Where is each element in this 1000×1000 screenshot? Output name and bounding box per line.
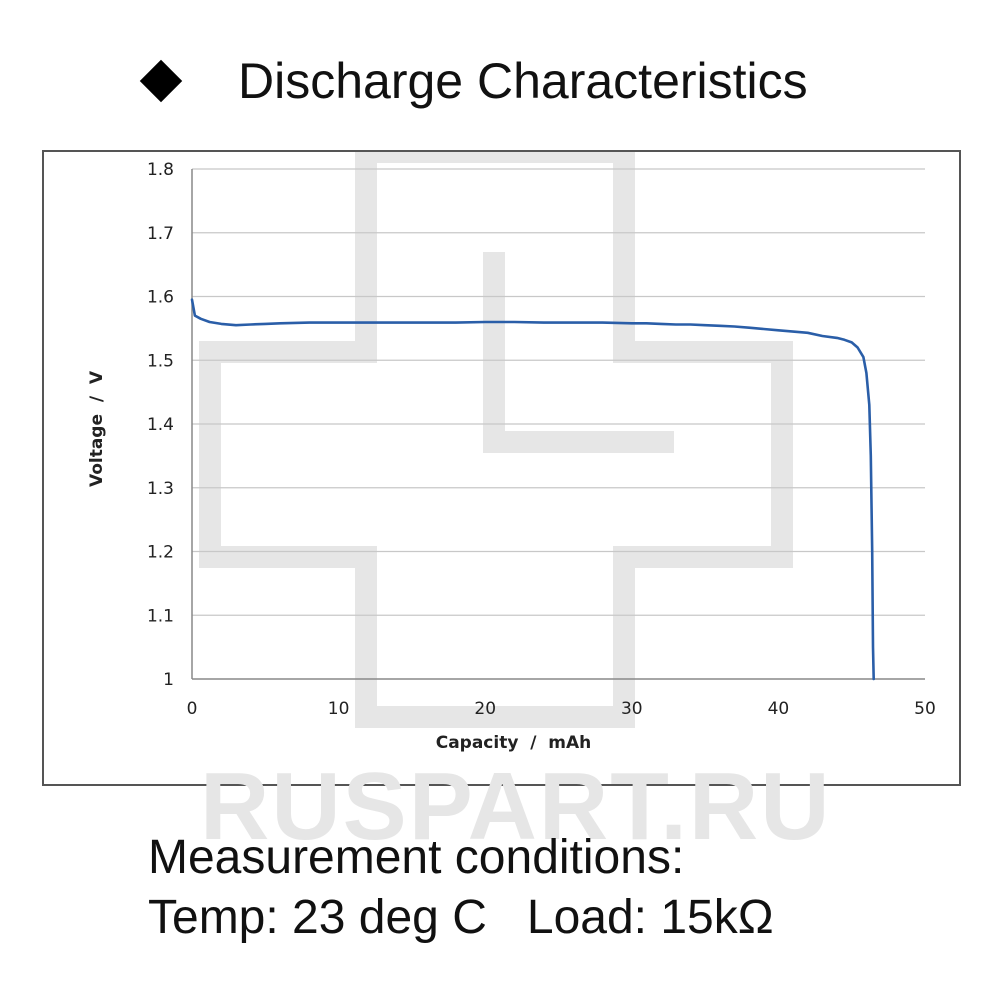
x-tick-label: 0 bbox=[187, 699, 198, 719]
x-tick-label: 30 bbox=[621, 699, 643, 719]
watermark-cross-inner bbox=[483, 252, 674, 453]
x-axis-title: Capacity / mAh bbox=[436, 733, 592, 753]
conditions-heading: Measurement conditions: bbox=[148, 831, 685, 884]
chart-frame: 1 1.1 1.2 1.3 1.4 1.5 1.6 1.7 1.8 0 10 20 30 40 50 Capa… bbox=[42, 150, 961, 786]
discharge-curve bbox=[190, 298, 875, 681]
chart-heading: Discharge Characteristics bbox=[238, 53, 808, 109]
x-tick-label: 40 bbox=[768, 699, 790, 719]
heading: Discharge Characteristics bbox=[138, 46, 808, 116]
y-axis-title: Voltage / V bbox=[87, 370, 107, 487]
diamond-bullet-icon bbox=[139, 59, 183, 103]
y-tick-label: 1.3 bbox=[147, 479, 174, 499]
x-tick-label: 10 bbox=[328, 699, 350, 719]
watermark-cross-outer bbox=[199, 152, 793, 728]
x-tick-label: 50 bbox=[914, 699, 936, 719]
y-tick-label: 1.8 bbox=[147, 160, 174, 180]
watermark: RUSPART.RU bbox=[200, 753, 832, 860]
y-tick-label: 1.1 bbox=[147, 606, 174, 626]
y-tick-label: 1.6 bbox=[147, 288, 174, 308]
y-tick-label: 1.5 bbox=[147, 351, 174, 371]
y-tick-label: 1.4 bbox=[147, 415, 174, 435]
measurement-conditions: Measurement conditions: Temp: 23 deg C L… bbox=[148, 828, 774, 948]
y-tick-label: 1 bbox=[163, 670, 174, 690]
y-tick-label: 1.7 bbox=[147, 224, 174, 244]
y-tick-label: 1.2 bbox=[147, 543, 174, 563]
conditions-values: Temp: 23 deg C Load: 15kΩ bbox=[148, 891, 774, 944]
x-tick-label: 20 bbox=[474, 699, 496, 719]
discharge-chart: 1 1.1 1.2 1.3 1.4 1.5 1.6 1.7 1.8 0 10 20 30 40 50 Capa… bbox=[87, 152, 936, 753]
